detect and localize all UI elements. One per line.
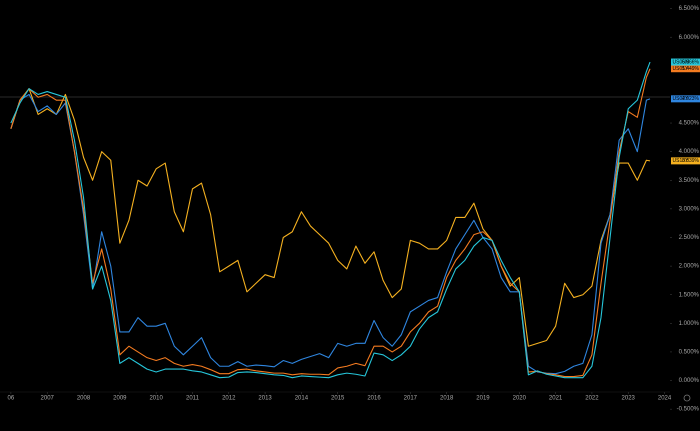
last-value-box — [671, 95, 700, 103]
y-tick-label: 6.500% — [679, 6, 700, 12]
y-tick-label: 4.000% — [679, 149, 700, 155]
series-name: US06M — [673, 59, 690, 65]
series-name: US02Y — [673, 96, 690, 102]
last-value-box — [671, 58, 700, 66]
x-tick-label: 2013 — [258, 396, 272, 402]
x-tick-label: 2016 — [367, 396, 381, 402]
x-tick-label: 2022 — [585, 396, 599, 402]
x-tick-label: 2020 — [513, 396, 527, 402]
x-tick-label: 2008 — [77, 396, 91, 402]
last-value-label: 3.839% — [682, 158, 700, 164]
x-tick-label: 2023 — [622, 396, 636, 402]
x-tick-label: 2019 — [476, 396, 490, 402]
x-tick-label: 2018 — [440, 396, 454, 402]
last-value-box — [671, 157, 700, 165]
last-value-box — [671, 65, 700, 73]
x-tick-label: 2021 — [549, 396, 563, 402]
x-tick-label: 2017 — [404, 396, 418, 402]
y-tick-label: 3.500% — [679, 178, 700, 184]
y-tick-label: 3.000% — [679, 206, 700, 212]
y-tick-label: 0.500% — [679, 350, 700, 356]
x-tick-label: 2024 — [658, 396, 672, 402]
y-tick-label: 0.000% — [679, 378, 700, 384]
series-line — [10, 93, 651, 375]
y-tick-label: 2.500% — [679, 235, 700, 241]
series-name: US10Y — [673, 158, 690, 164]
x-tick-label: 2009 — [113, 396, 127, 402]
last-value-label: 4.923% — [682, 96, 700, 102]
y-tick-label: 6.000% — [679, 35, 700, 41]
x-tick-label: 2011 — [186, 396, 200, 402]
y-tick-label: 1.500% — [679, 292, 700, 298]
last-value-label: 5.449% — [682, 66, 700, 72]
y-tick-label: 4.500% — [679, 121, 700, 127]
y-tick-label: -0.500% — [677, 407, 700, 413]
y-tick-label: 1.000% — [679, 321, 700, 327]
y-tick-label: 2.000% — [679, 264, 700, 270]
series-line — [10, 68, 651, 378]
x-tick-label: 2010 — [149, 396, 163, 402]
series-name: US01Y — [673, 66, 690, 72]
settings-icon[interactable] — [683, 394, 691, 402]
last-value-label: 5.566% — [682, 59, 700, 65]
series-line — [10, 88, 651, 347]
x-tick-label: 2012 — [222, 396, 236, 402]
x-tick-label: 2014 — [295, 396, 309, 402]
x-tick-label: 2015 — [331, 396, 345, 402]
x-tick-label: 06 — [8, 396, 15, 402]
series-line — [10, 61, 651, 379]
x-tick-label: 2007 — [41, 396, 55, 402]
